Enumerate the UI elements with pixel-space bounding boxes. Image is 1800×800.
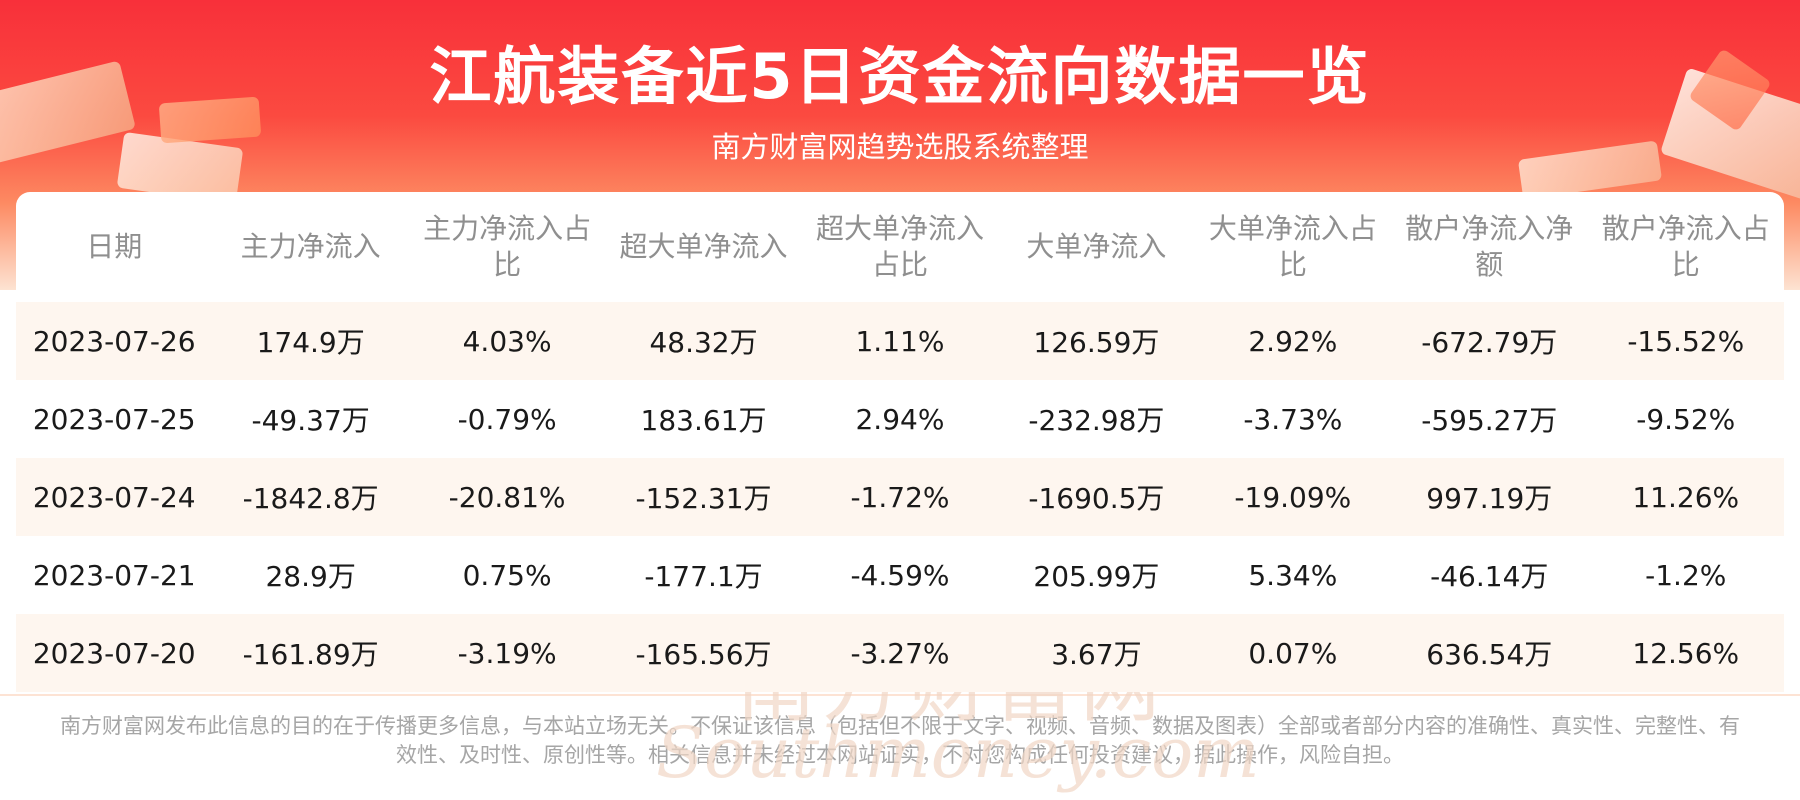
table-cell: -3.27% (801, 614, 999, 692)
table-cell: -1690.5万 (998, 458, 1195, 536)
data-table-card: 南方财富网 Southmoney.com 日期 主力净流入 主力净流入占比 超大… (16, 192, 1784, 794)
header-main-net-inflow-ratio: 主力净流入占比 (423, 212, 592, 281)
table-cell: -15.52% (1587, 302, 1784, 380)
table-cell: -672.79万 (1391, 302, 1588, 380)
table-cell: 174.9万 (212, 302, 409, 380)
table-cell: -1.2% (1645, 558, 1727, 592)
table-cell: 2023-07-26 (16, 302, 213, 380)
table-cell: 997.19万 (1391, 458, 1588, 536)
table-row: 2023-07-21 28.9万 0.75% -177.1万 -4.59% 20… (16, 536, 1784, 614)
table-cell: 2023-07-25 (32, 402, 196, 436)
table-cell: -4.59% (850, 558, 950, 592)
table-cell: -20.81% (408, 458, 606, 536)
header-retail-net-inflow-ratio: 散户净流入占比 (1601, 212, 1770, 281)
table-cell: -46.14万 (1430, 560, 1549, 593)
table-cell: -0.79% (457, 402, 557, 436)
table-cell: -595.27万 (1421, 404, 1558, 437)
table-cell: -3.19% (408, 614, 606, 692)
table-cell: 48.32万 (605, 302, 802, 380)
table-cell: 11.26% (1587, 458, 1784, 536)
table-cell: -152.31万 (605, 458, 802, 536)
disclaimer-text: 南方财富网发布此信息的目的在于传播更多信息，与本站立场无关。不保证该信息（包括但… (60, 714, 1740, 767)
table-cell: 12.56% (1587, 614, 1784, 692)
table-cell: 1.11% (801, 302, 999, 380)
table-cell: -177.1万 (644, 560, 763, 593)
header-main-net-inflow: 主力净流入 (240, 230, 381, 263)
table-cell: -49.37万 (251, 404, 370, 437)
table-cell: 126.59万 (998, 302, 1195, 380)
table-cell: 2023-07-21 (32, 558, 196, 592)
table-cell: -3.73% (1243, 402, 1343, 436)
table-cell: -165.56万 (605, 614, 802, 692)
table-cell: -1842.8万 (212, 458, 409, 536)
table-cell: 2023-07-20 (16, 614, 213, 692)
table-cell: 0.75% (462, 558, 552, 592)
table-cell: 205.99万 (1033, 560, 1160, 593)
header-large-net-inflow-ratio: 大单净流入占比 (1208, 212, 1377, 281)
table-row: 2023-07-24 -1842.8万 -20.81% -152.31万 -1.… (16, 458, 1784, 536)
table-cell: 28.9万 (265, 560, 356, 593)
footer-divider (0, 694, 1800, 696)
fund-flow-table: 日期 主力净流入 主力净流入占比 超大单净流入 超大单净流入占比 大单净流入 大… (16, 192, 1784, 692)
table-row: 2023-07-20 -161.89万 -3.19% -165.56万 -3.2… (16, 614, 1784, 692)
table-cell: 0.07% (1194, 614, 1392, 692)
header-large-net-inflow: 大单净流入 (1026, 230, 1167, 263)
table-row: 2023-07-26 174.9万 4.03% 48.32万 1.11% 126… (16, 302, 1784, 380)
table-cell: -1.72% (801, 458, 999, 536)
table-cell: 2023-07-24 (16, 458, 213, 536)
table-cell: -9.52% (1636, 402, 1736, 436)
header-super-large-net-inflow: 超大单净流入 (619, 230, 788, 263)
table-cell: 2.92% (1194, 302, 1392, 380)
header-date: 日期 (86, 230, 143, 263)
table-cell: 183.61万 (640, 404, 767, 437)
table-cell: 3.67万 (998, 614, 1195, 692)
table-cell: 5.34% (1248, 558, 1338, 592)
table-cell: 636.54万 (1391, 614, 1588, 692)
table-cell: 2.94% (855, 402, 945, 436)
header-super-large-net-inflow-ratio: 超大单净流入占比 (815, 212, 984, 281)
table-cell: -161.89万 (212, 614, 409, 692)
page-title: 江航装备近5日资金流向数据一览 (429, 40, 1371, 113)
page-subtitle: 南方财富网趋势选股系统整理 (711, 130, 1089, 164)
table-cell: -19.09% (1194, 458, 1392, 536)
table-cell: 4.03% (408, 302, 606, 380)
header-retail-net-inflow-amount: 散户净流入净额 (1405, 212, 1574, 281)
table-header-row: 日期 主力净流入 主力净流入占比 超大单净流入 超大单净流入占比 大单净流入 大… (16, 192, 1784, 302)
table-cell: -232.98万 (1028, 404, 1165, 437)
table-row: 2023-07-25 -49.37万 -0.79% 183.61万 2.94% … (16, 380, 1784, 458)
